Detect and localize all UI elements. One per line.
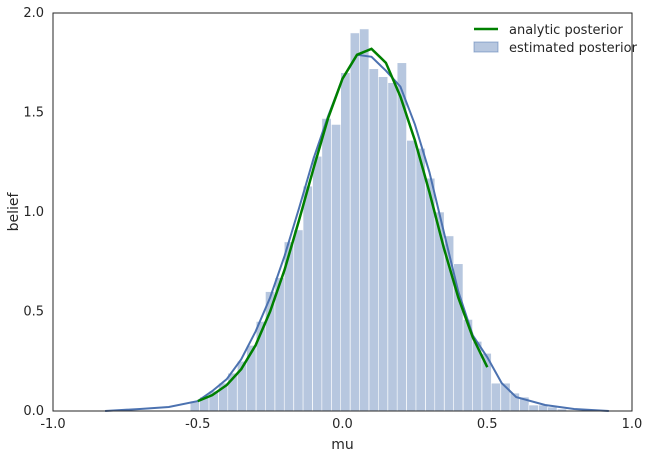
histogram-bar	[528, 404, 539, 412]
histogram-bar	[387, 82, 398, 412]
histogram-bar	[302, 185, 313, 412]
y-tick-label: 1.0	[23, 205, 44, 220]
histogram-bar	[359, 28, 370, 412]
histogram-bar	[425, 177, 436, 412]
histogram-bar	[406, 140, 417, 412]
histogram-bar	[293, 229, 304, 412]
legend-swatch-estimated	[473, 41, 499, 53]
histogram-bar	[396, 62, 407, 412]
histogram-bar	[321, 118, 332, 412]
histogram-bars	[189, 28, 567, 412]
y-tick-label: 0.0	[23, 404, 44, 419]
x-tick-label: 0.0	[332, 417, 353, 432]
histogram-bar	[349, 32, 360, 412]
histogram-bar	[331, 124, 342, 412]
legend: analytic posterior estimated posterior	[473, 23, 638, 56]
legend-label-estimated: estimated posterior	[509, 41, 638, 56]
axis-ticks: -1.0 -0.5 0.0 0.5 1.0 0.0 0.5 1.0 1.5 2.0	[23, 6, 642, 432]
legend-label-analytic: analytic posterior	[509, 23, 623, 38]
x-tick-label: -0.5	[185, 417, 210, 432]
histogram-bar	[547, 406, 558, 412]
histogram-bar	[274, 277, 285, 412]
y-tick-label: 1.5	[23, 106, 44, 121]
plot-frame	[52, 12, 633, 412]
y-axis-label: belief	[6, 192, 22, 232]
histogram-bar	[415, 148, 426, 412]
histogram-bar	[246, 345, 257, 412]
analytic-posterior-line	[197, 47, 489, 403]
x-axis-label: mu	[331, 437, 354, 453]
histogram-bar	[368, 68, 379, 412]
y-tick-label: 0.5	[23, 305, 44, 320]
histogram-bar	[490, 382, 501, 412]
histogram-bar	[312, 155, 323, 412]
y-tick-label: 2.0	[23, 6, 44, 21]
x-tick-label: 1.0	[622, 417, 643, 432]
histogram-bar	[340, 72, 351, 412]
x-tick-label: -1.0	[40, 417, 65, 432]
chart-lines	[105, 47, 609, 412]
histogram-bar	[378, 76, 389, 412]
x-tick-label: 0.5	[477, 417, 498, 432]
